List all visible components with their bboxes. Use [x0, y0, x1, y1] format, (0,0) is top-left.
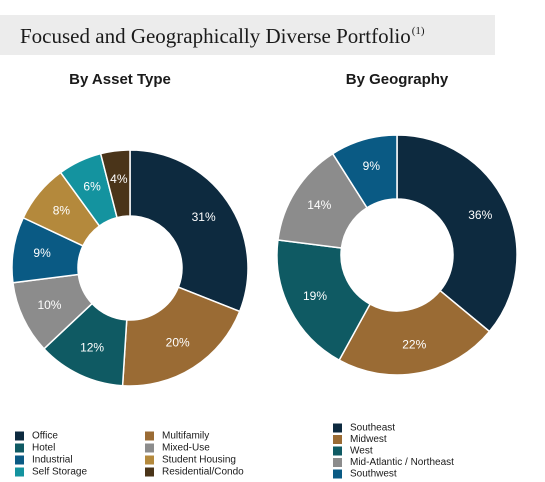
legend-swatch	[145, 443, 154, 453]
legend-label: Midwest	[350, 434, 387, 445]
legend-label: West	[350, 446, 373, 457]
legend-label: Mid-Atlantic / Northeast	[350, 457, 454, 468]
legend-label: Mixed-Use	[162, 443, 210, 454]
data-label: 14%	[307, 198, 331, 212]
chart-subtitle: By Asset Type	[69, 71, 171, 88]
data-label: 4%	[110, 172, 128, 186]
slice	[331, 134, 398, 209]
data-label: 6%	[83, 180, 101, 194]
legend-label: Student Housing	[162, 455, 236, 466]
data-label: 9%	[33, 246, 51, 260]
legend-label: Southeast	[350, 423, 395, 434]
legend-label: Southwest	[350, 469, 397, 480]
legend-label: Office	[32, 431, 58, 442]
legend-swatch	[145, 431, 154, 441]
data-label: 36%	[468, 208, 492, 222]
data-label: 20%	[166, 335, 190, 349]
legend-swatch	[333, 469, 342, 479]
legend-swatch	[333, 458, 342, 467]
title-note: (1)	[412, 25, 425, 37]
data-label: 19%	[303, 289, 327, 303]
legend-label: Industrial	[32, 455, 73, 466]
legend-swatch	[15, 467, 24, 477]
legend-label: Self Storage	[32, 467, 87, 478]
legend-label: Residential/Condo	[162, 467, 244, 478]
legend-swatch	[145, 467, 154, 477]
legend-swatch	[15, 455, 24, 465]
slice	[99, 149, 131, 219]
slice	[276, 239, 372, 362]
slice	[129, 149, 249, 313]
legend-swatch	[15, 443, 24, 453]
title-box	[0, 15, 495, 55]
data-label: 22%	[402, 338, 426, 352]
data-label: 12%	[80, 341, 104, 355]
data-label: 10%	[37, 298, 61, 312]
legend-swatch	[15, 431, 24, 441]
data-label: 8%	[53, 203, 71, 217]
data-label: 31%	[192, 210, 216, 224]
legend-label: Multifamily	[162, 431, 209, 442]
legend-swatch	[333, 423, 342, 433]
legend-swatch	[333, 435, 342, 444]
legend-swatch	[145, 455, 154, 465]
page-title: Focused and Geographically Diverse Portf…	[20, 24, 411, 48]
slice	[121, 286, 241, 387]
legend-swatch	[333, 446, 342, 456]
chart-subtitle: By Geography	[346, 71, 449, 88]
data-label: 9%	[363, 159, 381, 173]
slice	[338, 289, 491, 376]
slice	[396, 134, 518, 333]
legend-label: Hotel	[32, 443, 55, 454]
